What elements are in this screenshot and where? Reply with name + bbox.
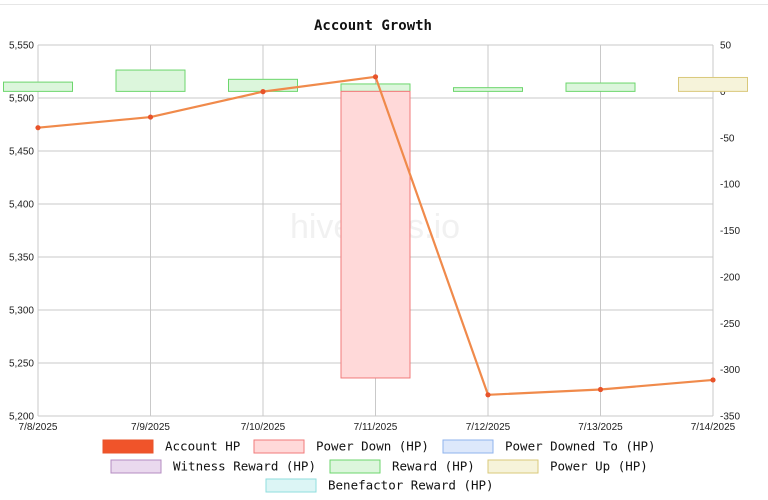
bar: [115, 69, 186, 92]
x-axis-tick-label: 7/12/2025: [466, 422, 511, 433]
right-axis-tick-label: -50: [720, 133, 735, 144]
left-axis-tick-label: 5,250: [9, 359, 34, 370]
line-point: [485, 392, 491, 398]
legend-label: Reward (HP): [392, 459, 475, 474]
line-point: [147, 114, 154, 120]
legend-label: Power Up (HP): [550, 459, 648, 474]
right-axis-tick-label: -350: [720, 412, 740, 423]
legend-swatch: [329, 459, 381, 474]
x-axis-tick-label: 7/11/2025: [354, 422, 398, 433]
x-axis-tick-label: 7/8/2025: [19, 422, 58, 433]
bar: [340, 90, 411, 379]
bar: [3, 81, 73, 92]
x-axis-tick-label: 7/13/2025: [578, 422, 623, 433]
left-axis-tick-label: 5,300: [9, 306, 34, 317]
right-axis-tick-label: -150: [720, 226, 740, 237]
left-axis-tick-label: 5,200: [9, 412, 34, 423]
right-axis-tick-label: -250: [720, 319, 740, 330]
left-axis-tick-label: 5,550: [9, 41, 34, 52]
x-axis-tick-label: 7/10/2025: [241, 422, 286, 433]
top-border: [0, 4, 768, 5]
bar: [340, 83, 411, 92]
line-point: [710, 377, 716, 383]
right-axis-tick-label: 50: [720, 41, 732, 52]
legend-label: Power Downed To (HP): [505, 439, 656, 454]
legend-label: Witness Reward (HP): [173, 459, 316, 474]
legend-swatch: [253, 439, 305, 454]
legend-label: Power Down (HP): [316, 439, 429, 454]
legend-swatch: [487, 459, 539, 474]
line-point: [597, 386, 604, 393]
line-point: [35, 125, 41, 131]
left-axis-tick-label: 5,350: [9, 253, 34, 264]
chart-title: Account Growth: [314, 18, 432, 34]
x-axis-tick-label: 7/14/2025: [691, 422, 736, 433]
left-axis-tick-label: 5,500: [9, 94, 34, 105]
legend-label: Account HP: [165, 439, 240, 454]
line-point: [260, 89, 266, 95]
bar: [678, 76, 748, 92]
bar: [565, 82, 636, 92]
right-axis-tick-label: -300: [720, 365, 740, 376]
right-axis-tick-label: -200: [720, 272, 740, 283]
left-axis-tick-label: 5,400: [9, 200, 34, 211]
left-axis-tick-label: 5,450: [9, 147, 34, 158]
line-point: [372, 74, 379, 80]
legend-swatch: [265, 478, 317, 493]
legend-label: Benefactor Reward (HP): [328, 478, 494, 493]
right-axis-tick-label: 0: [720, 87, 726, 98]
legend-swatch: [110, 459, 162, 474]
legend-swatch: [102, 439, 154, 454]
x-axis-tick-label: 7/9/2025: [131, 422, 170, 433]
bar: [453, 87, 523, 92]
legend-swatch: [442, 439, 494, 454]
right-axis-tick-label: -100: [720, 180, 740, 191]
